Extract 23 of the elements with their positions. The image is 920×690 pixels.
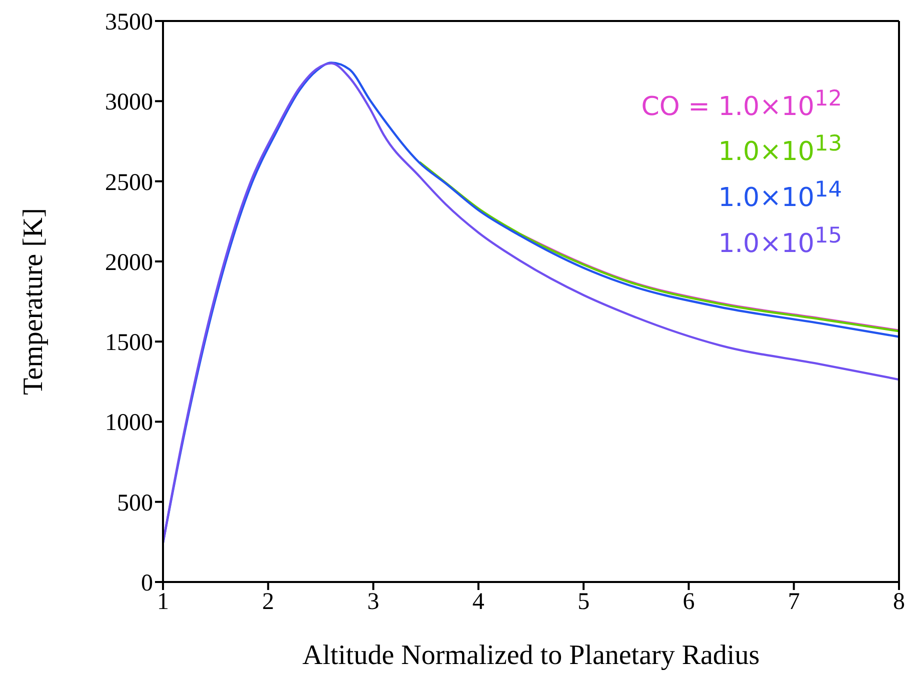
- y-tick-label: 1500: [105, 330, 153, 356]
- text: 1.0×10$^{15}$: [718, 222, 842, 259]
- text: 1.0×10$^{13}$: [718, 132, 842, 168]
- y-tick-label: 2000: [105, 250, 153, 276]
- text: CO = 1.0×10$^{12}$: [641, 86, 842, 122]
- y-tick-label: 3000: [105, 90, 153, 116]
- y-tick-label: 2500: [105, 170, 153, 196]
- line-series: [418, 160, 899, 332]
- x-tick-label: 8: [893, 589, 905, 616]
- x-tick-label: 1: [157, 589, 169, 616]
- x-tick-label: 4: [472, 589, 484, 616]
- x-tick-label: 3: [367, 589, 380, 616]
- y-tick-label: 0: [141, 570, 153, 597]
- x-axis-title: Altitude Normalized to Planetary Radius: [302, 640, 760, 671]
- x-tick-label: 5: [578, 589, 590, 616]
- x-tick-label: 6: [682, 589, 695, 616]
- y-axis-title: Temperature [K]: [18, 208, 49, 395]
- y-tick-label: 1000: [105, 410, 153, 436]
- x-tick-label: 7: [788, 589, 800, 616]
- text: 1.0×10$^{14}$: [718, 177, 842, 213]
- y-tick-label: 3500: [105, 10, 153, 36]
- y-tick-label: 500: [117, 490, 153, 516]
- x-tick-label: 2: [262, 589, 274, 616]
